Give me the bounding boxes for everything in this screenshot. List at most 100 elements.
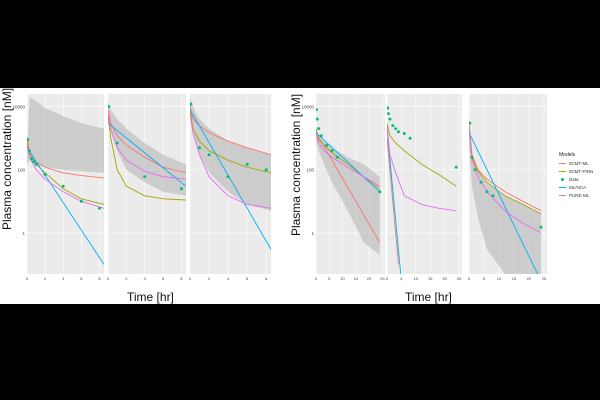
- x-tick-label: 5: [328, 276, 331, 281]
- x-tick-label: 2: [44, 276, 47, 281]
- legend-item-label: 3CMT-ML: [569, 161, 589, 166]
- panel-2: 0 5 10 15 20 25: [386, 94, 462, 281]
- data-point: [402, 132, 406, 135]
- panel-3: 0 5 10 15 20 25: [468, 94, 547, 281]
- legend-key-pure-ml: [559, 195, 566, 196]
- data-point: [317, 127, 321, 131]
- data-point: [115, 141, 119, 145]
- data-point: [179, 187, 183, 191]
- series-line-3cmt-ml: [190, 106, 271, 156]
- data-point: [397, 130, 400, 134]
- uncertainty-ribbon: [190, 97, 271, 211]
- data-point: [335, 155, 339, 159]
- data-point: [391, 124, 395, 128]
- series-line-ml-nca: [469, 132, 539, 274]
- x-tick-label: 20: [442, 276, 447, 281]
- data-point: [469, 121, 472, 125]
- legend-title: Models: [559, 152, 576, 158]
- data-point: [27, 138, 30, 142]
- series-line-3cmt-pinn: [108, 116, 186, 201]
- legend-item-label: ML/NCA: [569, 185, 587, 190]
- legend-item-label: 3CMT-PINN: [569, 169, 594, 174]
- data-point: [387, 112, 390, 116]
- x-tick-label: 20: [367, 276, 372, 281]
- x-tick-label: 15: [354, 276, 359, 281]
- x-tick-label: 4: [144, 276, 147, 281]
- x-tick-label: 5: [400, 276, 403, 281]
- uncertainty-ribbon: [27, 97, 104, 173]
- data-point: [479, 180, 483, 184]
- data-point: [388, 117, 392, 121]
- x-tick-label: 10: [497, 276, 502, 281]
- data-point: [473, 168, 477, 172]
- x-tick-label: 0: [315, 276, 318, 281]
- data-point: [485, 190, 489, 194]
- series-line-ml-nca: [316, 132, 381, 193]
- series-line-3cmt-pinn: [387, 122, 457, 187]
- x-axis-label-left: Time [hr]: [127, 290, 174, 304]
- data-point: [316, 108, 318, 112]
- y-tick-label: 1: [311, 231, 314, 236]
- y-tick-label: 100: [17, 168, 25, 173]
- figure-right: 1 100 10000 0 5 10 15 20 25 0 5 10 15 20 25 0 5 10 15 20 25 …: [289, 88, 600, 304]
- data-point: [394, 127, 398, 131]
- legend-key-data: [561, 177, 564, 181]
- x-tick-label: 8: [180, 276, 183, 281]
- x-tick-label: 4: [62, 276, 65, 281]
- x-tick-label: 15: [428, 276, 433, 281]
- data-point: [108, 105, 111, 109]
- series-line-3cmt-pinn: [190, 109, 271, 174]
- data-point: [245, 162, 249, 166]
- y-tick-label: 100: [306, 168, 314, 173]
- x-tick-label: 0: [468, 276, 471, 281]
- series-line-3cmt-ml: [316, 132, 381, 243]
- x-tick-label: 2: [125, 276, 128, 281]
- figure-left: 1 100 10000 0 2 4 6 8 0 2 4 6 8 0 2 4 6 8 Plasma concentr…: [0, 88, 290, 304]
- data-point: [34, 162, 38, 166]
- x-tick-label: 5: [483, 276, 486, 281]
- data-point: [454, 165, 458, 169]
- series-line-3cmt-ml: [387, 138, 399, 265]
- data-point: [316, 117, 319, 121]
- data-point: [143, 175, 147, 179]
- data-point: [207, 153, 211, 157]
- y-tick-label: 10000: [301, 105, 314, 110]
- data-point: [378, 190, 382, 194]
- legend-item-label: PURE-ML: [569, 193, 590, 198]
- series-line-ml-nca: [27, 147, 104, 265]
- x-tick-label: 8: [265, 276, 268, 281]
- y-tick-label: 10000: [12, 105, 25, 110]
- x-tick-label: 6: [80, 276, 83, 281]
- data-point: [491, 194, 495, 198]
- panel-1: 0 2 4 6 8: [26, 94, 104, 281]
- x-tick-label: 10: [414, 276, 419, 281]
- uncertainty-ribbon: [469, 128, 541, 274]
- data-point: [98, 206, 101, 210]
- x-axis-label-right: Time [hr]: [405, 290, 452, 304]
- x-tick-label: 10: [340, 276, 345, 281]
- panel-1: 0 5 10 15 20 25: [315, 94, 385, 281]
- data-point: [226, 175, 230, 179]
- legend-key-3cmt-ml: [559, 163, 566, 164]
- data-point: [43, 173, 47, 177]
- series-line-ml-nca: [108, 122, 186, 187]
- x-tick-label: 25: [380, 276, 385, 281]
- series-line-pure-ml: [108, 113, 186, 180]
- series-line-3cmt-pinn: [27, 141, 104, 205]
- series-line-ml-nca: [190, 109, 271, 250]
- legend-key-ml-nca: [559, 187, 566, 188]
- data-point: [32, 160, 36, 164]
- x-tick-label: 4: [227, 276, 230, 281]
- data-point: [470, 155, 474, 159]
- y-axis-label-left: Plasma concentration [nM]: [0, 87, 15, 231]
- x-tick-label: 15: [512, 276, 517, 281]
- series-line-pure-ml: [190, 113, 271, 209]
- panel-2: 0 2 4 6 8: [107, 94, 186, 281]
- data-point: [319, 134, 323, 138]
- x-tick-label: 20: [527, 276, 532, 281]
- data-point: [198, 146, 201, 150]
- data-point: [190, 102, 193, 106]
- x-tick-label: 25: [457, 276, 462, 281]
- x-tick-label: 0: [26, 276, 29, 281]
